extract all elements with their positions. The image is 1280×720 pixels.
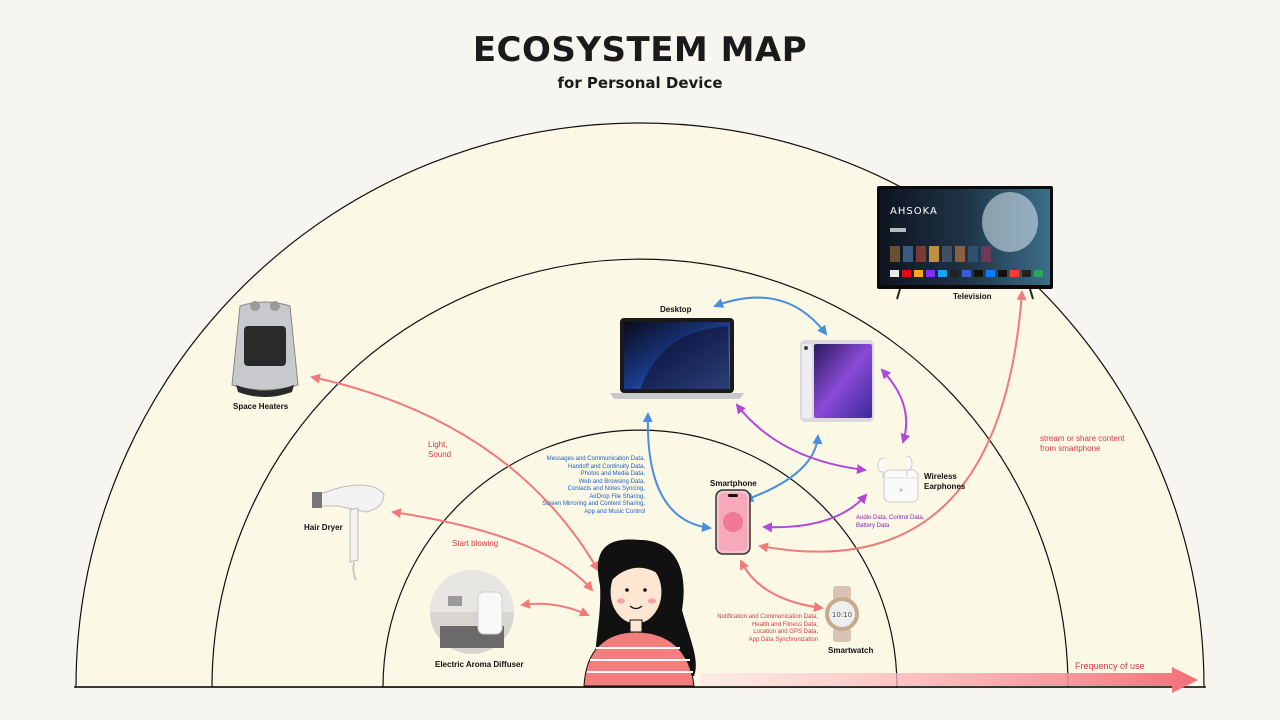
frequency-label: Frequency of use — [1075, 661, 1145, 671]
note-heater: Light, Sound — [428, 440, 452, 459]
tv-show-title: AHSOKA — [890, 206, 938, 217]
label-space-heaters: Space Heaters — [233, 402, 289, 411]
aroma-diffuser-icon — [430, 570, 514, 654]
label-aroma-diffuser: Electric Aroma Diffuser — [435, 660, 524, 669]
note-desktop-data: Messages and Communication Data, Handoff… — [542, 456, 645, 515]
note-watch: Notification and Communication Data, Hea… — [717, 614, 818, 643]
smartwatch-icon: 10:10 — [825, 586, 859, 642]
label-smartphone: Smartphone — [710, 479, 757, 488]
laptop-icon — [610, 318, 744, 399]
note-earphones: Audio Data, Control Data, Battery Data — [856, 515, 925, 529]
arrow-person-diffuser — [520, 598, 590, 617]
arrow-phone-tv — [758, 290, 1027, 553]
page-subtitle: for Personal Device — [557, 74, 723, 92]
arrow-phone-desktop — [642, 412, 712, 532]
page-title: ECOSYSTEM MAP — [472, 30, 808, 70]
svg-text:10:10: 10:10 — [832, 611, 852, 619]
label-wireless-earphones: Wireless Earphones — [924, 472, 966, 491]
space-heater-icon — [231, 301, 299, 397]
earphones-icon — [877, 455, 919, 503]
television-icon: AHSOKA — [877, 186, 1053, 300]
arrow-phone-watch — [740, 559, 824, 612]
note-tv: stream or share content from smartphone — [1040, 434, 1125, 453]
label-television: Television — [953, 292, 992, 301]
note-dryer: Start blowing — [452, 539, 499, 548]
hair-dryer-icon — [312, 484, 385, 581]
label-desktop: Desktop — [660, 305, 692, 314]
label-hair-dryer: Hair Dryer — [304, 523, 343, 532]
smartphone-icon — [715, 489, 751, 555]
person-illustration — [583, 539, 696, 687]
tablet-icon — [800, 340, 874, 422]
label-smartwatch: Smartwatch — [828, 646, 874, 655]
frequency-arrow — [700, 667, 1198, 693]
arrow-person-dryer — [391, 508, 594, 592]
